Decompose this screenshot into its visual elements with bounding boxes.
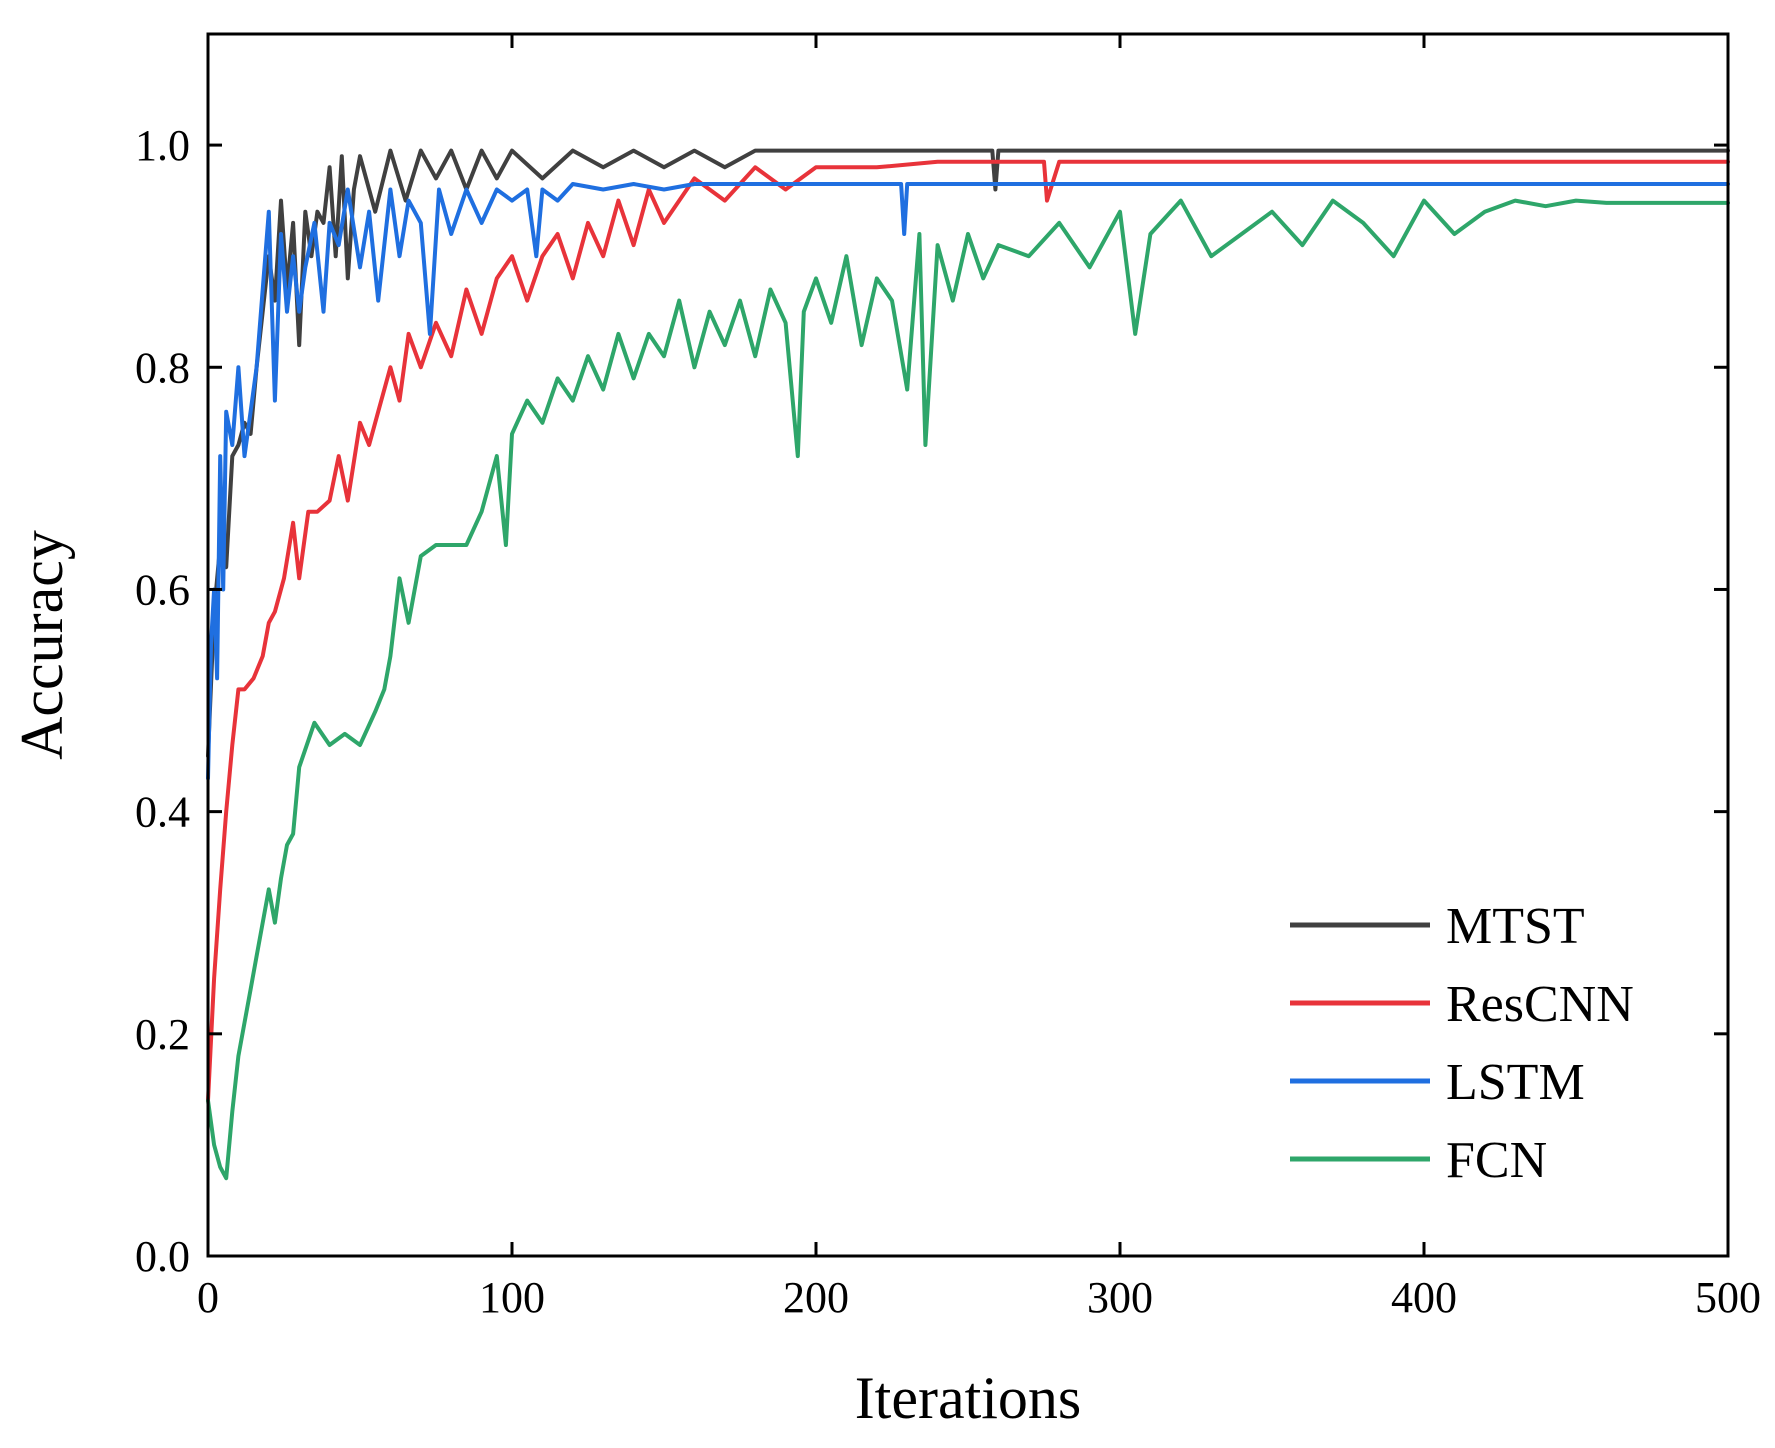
series-layer [206, 148, 1730, 1181]
series-line-lstm [206, 182, 1730, 781]
series-line-rescnn [206, 159, 1730, 1103]
x-tick-label: 200 [783, 1273, 849, 1322]
plot-area-frame [206, 32, 1730, 1258]
axis-ticks: 0 100 200 300 400 500 0.0 0.2 0.4 0.6 0.8 1.0 [135, 34, 1761, 1322]
legend-label-mtst: MTST [1446, 898, 1585, 955]
y-tick-label: 0.2 [135, 1010, 190, 1059]
legend-label-lstm: LSTM [1446, 1054, 1585, 1111]
legend-label-rescnn: ResCNN [1446, 976, 1634, 1033]
y-tick-label: 0.8 [135, 343, 190, 392]
x-axis-title: Iterations [855, 1365, 1082, 1431]
y-tick-label: 0.4 [135, 788, 190, 837]
x-tick-label: 100 [479, 1273, 545, 1322]
series-line-mtst [206, 148, 1730, 759]
series-line-fcn [206, 198, 1730, 1181]
y-tick-label: 1.0 [135, 121, 190, 170]
x-tick-label: 300 [1087, 1273, 1153, 1322]
legend: MTST ResCNN LSTM FCN [1290, 898, 1634, 1189]
y-tick-label: 0.0 [135, 1232, 190, 1281]
y-tick-label: 0.6 [135, 565, 190, 614]
x-tick-label: 500 [1695, 1273, 1761, 1322]
x-tick-label: 0 [197, 1273, 219, 1322]
x-tick-label: 400 [1391, 1273, 1457, 1322]
y-axis-title: Accuracy [9, 530, 75, 760]
legend-label-fcn: FCN [1446, 1132, 1547, 1189]
